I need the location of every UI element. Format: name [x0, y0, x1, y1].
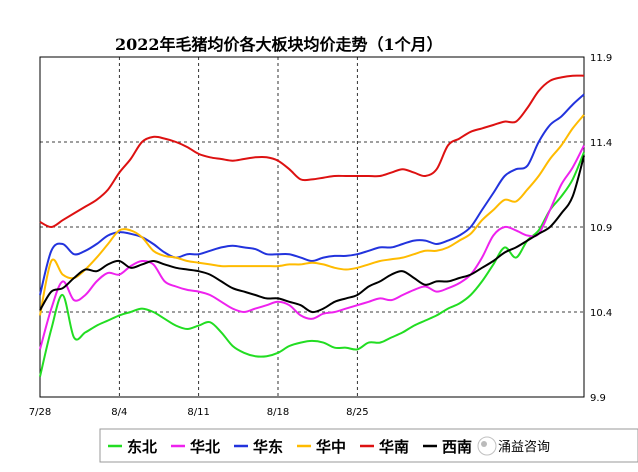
watermark-icon — [477, 436, 497, 456]
plot-frame — [39, 56, 585, 398]
x-tick-label: 8/4 — [111, 407, 127, 418]
x-tick-label: 8/18 — [267, 407, 289, 418]
y-tick-label: 11.9 — [590, 53, 612, 64]
y-tick-label: 10.4 — [590, 308, 612, 319]
legend-label: 西南 — [442, 438, 472, 456]
x-tick-label: 7/28 — [29, 407, 51, 418]
series-line-华东 — [39, 93, 585, 296]
series-layer — [39, 74, 585, 377]
watermark: 涌益咨询 — [477, 436, 550, 456]
y-tick-label: 9.9 — [590, 393, 606, 404]
y-tick-label: 11.4 — [590, 138, 612, 149]
y-tick-label: 10.9 — [590, 223, 612, 234]
series-line-东北 — [39, 151, 585, 377]
watermark-text: 涌益咨询 — [498, 440, 550, 455]
x-tick-label: 8/11 — [187, 407, 209, 418]
x-axis-ticks: 7/28 8/4 8/11 8/18 8/25 — [29, 407, 369, 418]
watermark-icon-inner — [481, 441, 487, 447]
x-tick-label: 8/25 — [346, 407, 368, 418]
legend-label: 华东 — [253, 438, 283, 456]
y-axis-ticks: 9.9 10.4 10.9 11.4 11.9 — [590, 53, 612, 404]
legend-label: 东北 — [127, 438, 157, 456]
series-line-华中 — [39, 114, 585, 316]
legend: 东北 华北 华东 华中 华南 西南 — [99, 428, 638, 463]
series-line-华南 — [39, 74, 585, 228]
chart-title: 2022年毛猪均价各大板块均价走势（1个月） — [115, 35, 443, 54]
series-line-华北 — [39, 144, 585, 350]
series-line-西南 — [39, 155, 585, 314]
legend-label: 华中 — [316, 438, 346, 456]
legend-label: 华北 — [190, 438, 220, 456]
legend-label: 华南 — [379, 438, 409, 456]
